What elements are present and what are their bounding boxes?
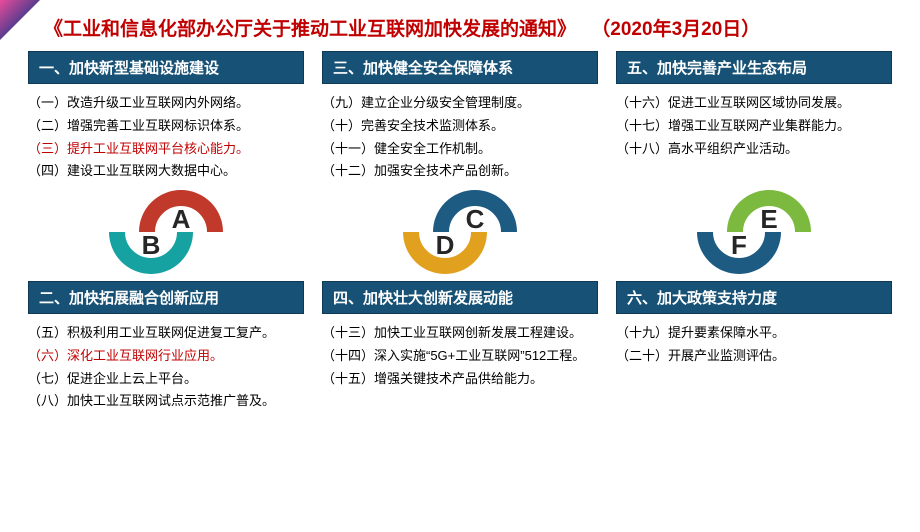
section-item: （五）积极利用工业互联网促进复工复产。 [28,322,304,345]
section-header: 五、加快完善产业生态布局 [616,51,892,84]
section-item: （六）深化工业互联网行业应用。 [28,345,304,368]
section-item: （三）提升工业互联网平台核心能力。 [28,138,304,161]
svg-text:A: A [172,204,191,234]
section-item: （十六）促进工业互联网区域协同发展。 [616,92,892,115]
section-item: （十三）加快工业互联网创新发展工程建设。 [322,322,598,345]
section-item: （一）改造升级工业互联网内外网络。 [28,92,304,115]
section-items: （十三）加快工业互联网创新发展工程建设。（十四）深入实施“5G+工业互联网”51… [322,322,598,413]
section-header: 一、加快新型基础设施建设 [28,51,304,84]
svg-text:B: B [142,230,161,260]
section-items: （十九）提升要素保障水平。（二十）开展产业监测评估。 [616,322,892,413]
section-item: （九）建立企业分级安全管理制度。 [322,92,598,115]
section-header: 二、加快拓展融合创新应用 [28,281,304,314]
section-item: （十五）增强关键技术产品供给能力。 [322,368,598,391]
section-item: （十九）提升要素保障水平。 [616,322,892,345]
section-items: （九）建立企业分级安全管理制度。（十）完善安全技术监测体系。（十一）健全安全工作… [322,92,598,183]
svg-text:E: E [760,204,777,234]
figure-arcs: AB [28,187,304,277]
section-item: （二）增强完善工业互联网标识体系。 [28,115,304,138]
svg-text:C: C [466,204,485,234]
section-item: （十）完善安全技术监测体系。 [322,115,598,138]
section-items: （十六）促进工业互联网区域协同发展。（十七）增强工业互联网产业集群能力。（十八）… [616,92,892,183]
section-items: （一）改造升级工业互联网内外网络。（二）增强完善工业互联网标识体系。（三）提升工… [28,92,304,183]
title-bar: 《工业和信息化部办公厅关于推动工业互联网加快发展的通知》 （2020年3月20日… [0,0,920,51]
content-grid: 一、加快新型基础设施建设三、加快健全安全保障体系五、加快完善产业生态布局 （一）改… [0,51,920,431]
svg-text:F: F [731,230,747,260]
section-item: （二十）开展产业监测评估。 [616,345,892,368]
section-item: （七）促进企业上云上平台。 [28,368,304,391]
svg-text:D: D [436,230,455,260]
title-main: 《工业和信息化部办公厅关于推动工业互联网加快发展的通知》 [44,19,576,40]
figure-arcs: EF [616,187,892,277]
section-header: 四、加快壮大创新发展动能 [322,281,598,314]
section-item: （十七）增强工业互联网产业集群能力。 [616,115,892,138]
title-date: （2020年3月20日） [591,19,760,40]
section-item: （十四）深入实施“5G+工业互联网”512工程。 [322,345,598,368]
section-item: （八）加快工业互联网试点示范推广普及。 [28,390,304,413]
section-item: （十八）高水平组织产业活动。 [616,138,892,161]
section-header: 三、加快健全安全保障体系 [322,51,598,84]
figure-arcs: CD [322,187,598,277]
section-item: （四）建设工业互联网大数据中心。 [28,160,304,183]
section-item: （十一）健全安全工作机制。 [322,138,598,161]
section-item: （十二）加强安全技术产品创新。 [322,160,598,183]
section-header: 六、加大政策支持力度 [616,281,892,314]
section-items: （五）积极利用工业互联网促进复工复产。（六）深化工业互联网行业应用。（七）促进企… [28,322,304,413]
